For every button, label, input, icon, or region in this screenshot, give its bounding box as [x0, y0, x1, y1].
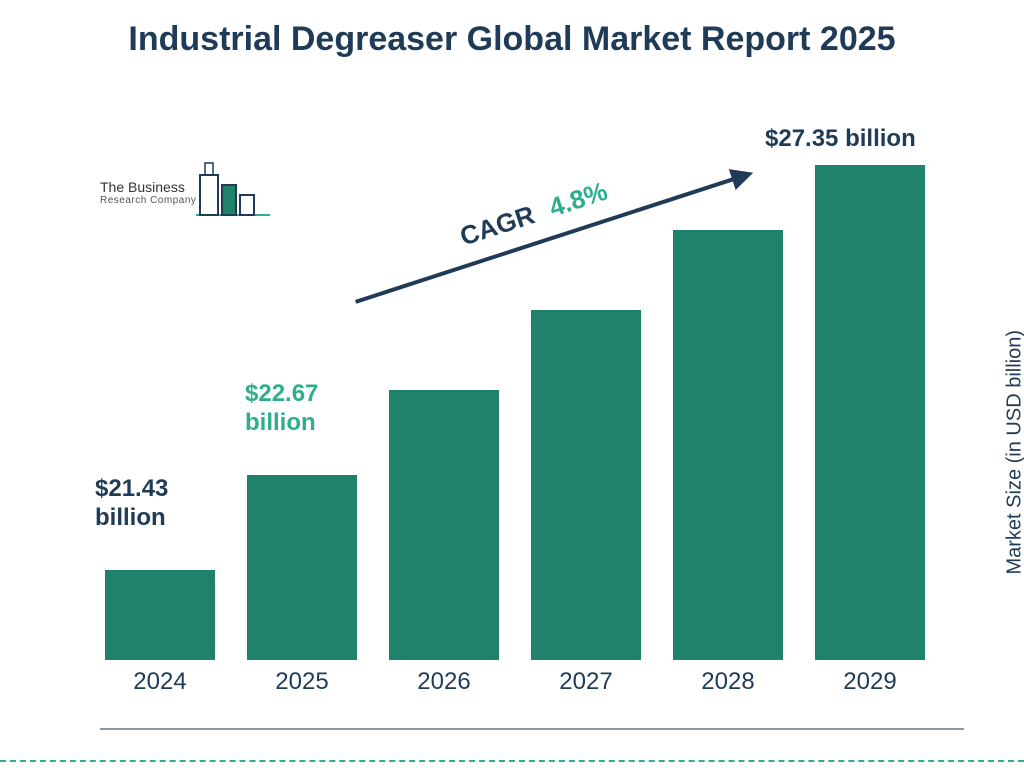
bar — [673, 230, 783, 660]
x-tick-label: 2025 — [242, 668, 362, 696]
bar-value-label: $21.43billion — [95, 475, 168, 533]
bar-slot: 2026 — [384, 390, 504, 660]
cagr-value: 4.8% — [545, 176, 611, 223]
bar-slot: 2028 — [668, 230, 788, 660]
bar — [531, 310, 641, 660]
bar-slot: 2025 — [242, 475, 362, 660]
x-tick-label: 2024 — [100, 668, 220, 696]
bar — [815, 165, 925, 660]
x-tick-label: 2028 — [668, 668, 788, 696]
y-axis-label: Market Size (in USD billion) — [1004, 330, 1024, 575]
bar-slot: 2027 — [526, 310, 646, 660]
bar — [247, 475, 357, 660]
chart-canvas: Industrial Degreaser Global Market Repor… — [0, 0, 1024, 768]
bar — [389, 390, 499, 660]
bar-value-label: $22.67billion — [245, 380, 318, 438]
bar-slot: 2029 — [810, 165, 930, 660]
cagr-arrow-head-icon — [729, 162, 757, 190]
bar-value-label: $27.35 billion — [765, 125, 916, 154]
x-tick-label: 2027 — [526, 668, 646, 696]
bar — [105, 570, 215, 660]
x-axis-baseline — [100, 728, 964, 730]
bar-slot: 2024 — [100, 570, 220, 660]
x-tick-label: 2029 — [810, 668, 930, 696]
x-tick-label: 2026 — [384, 668, 504, 696]
dashed-divider — [0, 760, 1024, 762]
chart-title: Industrial Degreaser Global Market Repor… — [0, 18, 1024, 61]
